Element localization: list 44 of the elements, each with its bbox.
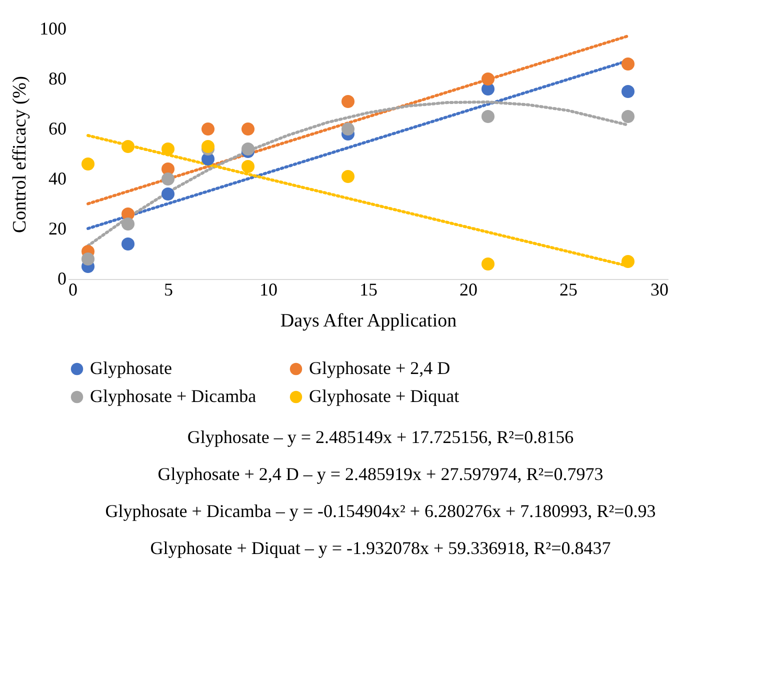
y-tick-label: 100 bbox=[40, 18, 66, 38]
point bbox=[241, 142, 255, 156]
legend-label: Glyphosate + Dicamba bbox=[90, 386, 256, 406]
point bbox=[81, 252, 95, 266]
x-axis-title: Days After Application bbox=[280, 310, 458, 332]
point bbox=[121, 217, 135, 231]
text: Glyphosate + Diquat – y = -1.932078x + 59.336918, R²=0.8437 bbox=[149, 538, 612, 559]
point bbox=[621, 84, 635, 98]
point bbox=[161, 142, 175, 156]
y-tick-label: 80 bbox=[48, 68, 66, 88]
point bbox=[621, 57, 635, 71]
x-tick-label: 25 bbox=[560, 280, 578, 300]
point bbox=[201, 140, 215, 154]
legend-label: Glyphosate bbox=[90, 358, 172, 378]
point bbox=[341, 94, 355, 108]
text: Glyphosate – y = 2.485149x + 17.725156, R²=0.8156 bbox=[186, 427, 575, 448]
point bbox=[481, 72, 495, 86]
point bbox=[621, 254, 635, 268]
x-tick-label: 30 bbox=[650, 280, 668, 300]
x-tick-label: 15 bbox=[360, 280, 378, 300]
x-tick-label: 5 bbox=[164, 280, 173, 300]
point bbox=[481, 257, 495, 271]
point bbox=[81, 157, 95, 171]
y-axis-title: Control efficacy (%) bbox=[10, 76, 30, 233]
point bbox=[161, 187, 175, 201]
point bbox=[121, 237, 135, 251]
point bbox=[341, 122, 355, 136]
legend-label: Glyphosate + Diquat bbox=[309, 386, 460, 406]
text: Glyphosate + 2,4 D – y = 2.485919x + 27.597974, R²=0.7973 bbox=[156, 464, 604, 485]
y-tick-label: 60 bbox=[48, 118, 66, 138]
text: Glyphosate + Dicamba – y = -0.154904x² + 6.280276x + 7.180993, R²=0.93 bbox=[104, 501, 657, 522]
point bbox=[621, 110, 635, 124]
point bbox=[341, 170, 355, 184]
point bbox=[241, 160, 255, 174]
point bbox=[201, 122, 215, 136]
point bbox=[481, 110, 495, 124]
point bbox=[121, 140, 135, 154]
x-tick-label: 10 bbox=[260, 280, 278, 300]
legend-label: Glyphosate + 2,4 D bbox=[309, 358, 450, 378]
point bbox=[241, 122, 255, 136]
y-tick-label: 40 bbox=[48, 168, 66, 188]
x-tick-label: 20 bbox=[460, 280, 478, 300]
point bbox=[161, 172, 175, 186]
y-tick-label: 20 bbox=[48, 218, 66, 238]
